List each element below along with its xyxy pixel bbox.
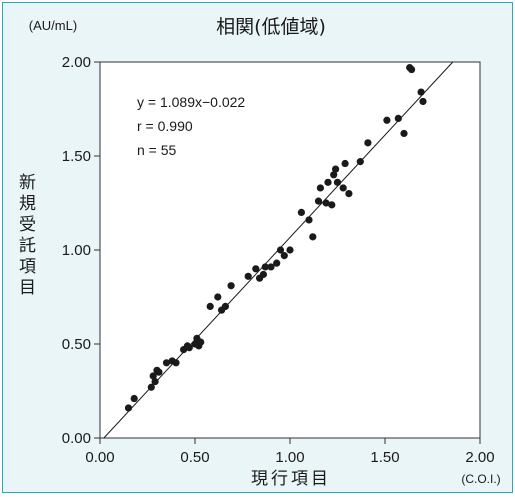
- data-point: [259, 270, 267, 279]
- x-tick-label: 2.00: [465, 449, 494, 466]
- y-tick-label: 0.00: [62, 430, 91, 447]
- data-point: [345, 190, 353, 198]
- data-point: [314, 197, 323, 205]
- data-point: [185, 344, 193, 352]
- data-point: [261, 263, 269, 271]
- data-point: [356, 158, 364, 166]
- data-point: [322, 199, 330, 207]
- data-point: [149, 372, 157, 380]
- data-point: [214, 293, 222, 301]
- data-point: [267, 263, 275, 271]
- data-point: [244, 272, 252, 280]
- x-tick-label: 1.00: [275, 449, 304, 466]
- data-point: [221, 302, 229, 310]
- data-point: [332, 165, 340, 173]
- data-point: [324, 178, 332, 186]
- data-point: [330, 171, 338, 179]
- y-tick-label: 1.00: [62, 242, 91, 259]
- data-point: [333, 178, 342, 186]
- data-point: [151, 378, 159, 386]
- data-point: [394, 114, 402, 122]
- data-point: [419, 97, 427, 106]
- data-point: [155, 368, 163, 376]
- scatter-chart: 相関(低値域) (AU/mL) (C.O.I.) 現行項目 新規受託項目 0.0…: [15, 16, 501, 489]
- data-point: [124, 404, 133, 412]
- data-point: [328, 201, 336, 209]
- chart-title: 相関(低値域): [216, 16, 326, 38]
- annotation-r: r = 0.990: [137, 118, 193, 134]
- data-point: [172, 359, 180, 367]
- annotation-equation: y = 1.089x−0.022: [137, 94, 245, 110]
- data-point: [341, 159, 349, 168]
- y-tick-label: 1.50: [62, 148, 91, 165]
- data-point: [197, 338, 205, 346]
- y-axis-label: 新規受託項目: [15, 173, 36, 299]
- data-point: [147, 383, 155, 391]
- y-tick-label: 0.50: [62, 336, 91, 353]
- data-points: [124, 64, 427, 412]
- data-point: [130, 394, 138, 403]
- x-unit-label: (C.O.I.): [461, 472, 500, 486]
- y-unit-label: (AU/mL): [29, 18, 77, 33]
- axis-ticks: 0.00 0.50 1.00 1.50 2.00 0.00 0.50 1.00 1.50 2.00: [62, 54, 495, 466]
- data-point: [162, 359, 171, 367]
- data-point: [252, 265, 260, 273]
- x-axis-label: 現行項目: [251, 469, 331, 489]
- data-point: [316, 184, 324, 192]
- x-tick-label: 0.50: [180, 449, 209, 466]
- data-point: [280, 252, 288, 260]
- data-point: [227, 282, 235, 290]
- data-point: [305, 216, 313, 224]
- data-point: [297, 208, 305, 216]
- data-point: [309, 233, 317, 241]
- data-point: [364, 139, 372, 147]
- annotation-n: n = 55: [137, 142, 177, 158]
- x-tick-label: 1.50: [370, 449, 399, 466]
- y-tick-label: 2.00: [62, 54, 91, 71]
- data-point: [339, 184, 347, 192]
- data-point: [286, 246, 294, 254]
- data-point: [383, 116, 391, 124]
- data-point: [273, 259, 281, 267]
- data-point: [417, 88, 425, 96]
- data-point: [206, 302, 214, 310]
- data-point: [276, 246, 285, 254]
- data-point: [400, 129, 408, 138]
- data-point: [408, 65, 416, 74]
- x-tick-label: 0.00: [85, 449, 114, 466]
